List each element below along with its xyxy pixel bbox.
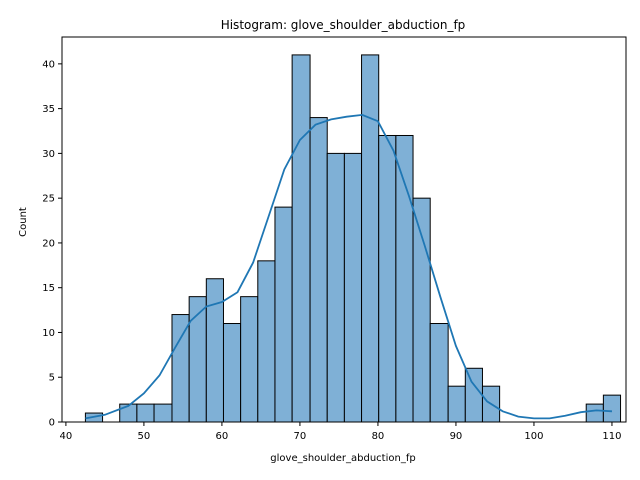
y-tick-label: 5: [49, 373, 55, 384]
histogram-bar: [153, 403, 173, 423]
histogram-bar: [429, 323, 449, 423]
x-tick-label: 50: [138, 431, 151, 442]
x-tick-label: 70: [294, 431, 307, 442]
histogram-bar: [240, 296, 259, 423]
histogram-bar: [136, 403, 155, 423]
histogram-bar: [412, 197, 431, 423]
histogram-bar: [361, 54, 380, 423]
plot-frame: [61, 36, 627, 423]
x-tick-label: 80: [372, 431, 385, 442]
histogram-bar: [274, 206, 293, 423]
histogram-bar: [602, 394, 622, 423]
y-tick-label: 30: [42, 149, 55, 160]
histogram-bar: [291, 54, 311, 423]
histogram-bars: [84, 54, 622, 423]
y-axis: 0 5 10 15 20 25 30 35 40: [42, 59, 62, 429]
y-tick-label: 10: [42, 328, 55, 339]
x-tick-label: 110: [602, 431, 621, 442]
x-tick-label: 90: [450, 431, 463, 442]
histogram-bar: [171, 314, 190, 423]
x-tick-label: 60: [216, 431, 229, 442]
y-axis-label: Count: [18, 207, 29, 237]
chart-title: Histogram: glove_shoulder_abduction_fp: [221, 18, 466, 32]
histogram-bar: [326, 152, 345, 423]
x-axis: 40 50 60 70 80 90 100 110: [60, 422, 622, 442]
kde-curve: [85, 113, 613, 420]
histogram-bar: [343, 152, 363, 423]
x-axis-label: glove_shoulder_abduction_fp: [270, 453, 415, 464]
histogram-bar: [585, 403, 604, 423]
histogram-bar: [205, 278, 224, 423]
histogram-bar: [257, 260, 276, 423]
y-tick-label: 40: [42, 59, 55, 70]
histogram-bar: [447, 385, 466, 423]
y-tick-label: 35: [42, 104, 55, 115]
histogram-bar: [222, 323, 242, 423]
histogram-bar: [309, 117, 328, 423]
histogram-bar: [395, 134, 414, 423]
y-tick-label: 0: [49, 418, 55, 429]
x-tick-label: 100: [524, 431, 543, 442]
y-tick-label: 20: [42, 238, 55, 249]
histogram-bar: [378, 134, 397, 423]
y-tick-label: 15: [42, 283, 55, 294]
x-tick-label: 40: [60, 431, 73, 442]
y-tick-label: 25: [42, 194, 55, 205]
histogram-bar: [464, 367, 483, 423]
